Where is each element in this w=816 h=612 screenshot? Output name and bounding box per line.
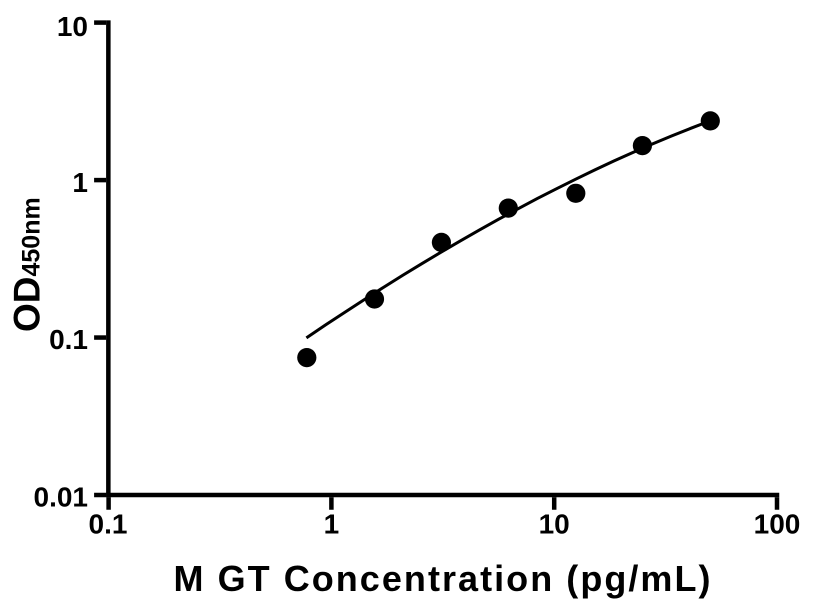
- svg-text:0.1: 0.1: [89, 509, 128, 540]
- svg-text:M GT Concentration (pg/mL): M GT Concentration (pg/mL): [174, 558, 711, 599]
- svg-text:1: 1: [324, 509, 340, 540]
- svg-text:1: 1: [72, 167, 88, 198]
- svg-text:10: 10: [539, 509, 570, 540]
- svg-text:10: 10: [57, 11, 88, 42]
- svg-text:100: 100: [754, 509, 801, 540]
- svg-text:OD450nm: OD450nm: [7, 197, 48, 332]
- svg-text:0.01: 0.01: [34, 481, 89, 512]
- svg-text:0.1: 0.1: [49, 324, 88, 355]
